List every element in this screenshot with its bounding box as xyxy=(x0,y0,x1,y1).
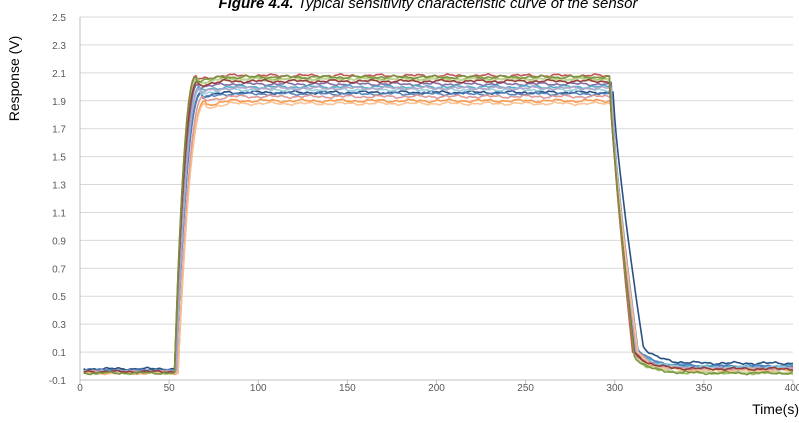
chart-title: Figure 4.4. Typical sensitivity characte… xyxy=(218,0,638,12)
y-axis-label: Response (V) xyxy=(6,36,22,122)
x-tick-label-1: 50 xyxy=(164,383,176,394)
y-tick-label-12: 2.3 xyxy=(52,41,66,52)
y-tick-label-13: 2.5 xyxy=(52,13,66,24)
x-axis-label: Time(s) xyxy=(752,401,799,417)
x-tick-label-8: 400 xyxy=(785,383,799,394)
y-tick-label-8: 1.5 xyxy=(52,153,66,164)
y-tick-label-4: 0.7 xyxy=(52,264,66,275)
x-tick-label-3: 150 xyxy=(339,383,356,394)
chart-title-text: Typical sensitivity characteristic curve… xyxy=(294,0,639,12)
y-tick-label-9: 1.7 xyxy=(52,125,66,136)
tick-labels: -0.1 0.1 0.3 0.5 0.7 0.9 1.1 1.3 1.5 1.7 1.9 2.1 2.3… xyxy=(49,13,799,394)
x-tick-label-5: 250 xyxy=(517,383,534,394)
series-lines xyxy=(83,72,794,376)
x-tick-label-0: 0 xyxy=(77,383,83,394)
series-line-14 xyxy=(83,74,794,376)
y-tick-label-11: 2.1 xyxy=(52,69,66,80)
y-tick-label-3: 0.5 xyxy=(52,292,66,303)
y-tick-label-0: -0.1 xyxy=(49,376,67,387)
series-line-7 xyxy=(83,91,794,373)
chart-title-label: Figure 4.4. xyxy=(218,0,293,12)
y-tick-label-5: 0.9 xyxy=(52,236,66,247)
y-tick-label-2: 0.3 xyxy=(52,320,66,331)
y-tick-label-7: 1.3 xyxy=(52,181,66,192)
y-tick-label-6: 1.1 xyxy=(52,208,66,219)
x-tick-label-2: 100 xyxy=(250,383,267,394)
x-tick-label-4: 200 xyxy=(428,383,445,394)
x-tick-label-7: 350 xyxy=(696,383,713,394)
series-line-11 xyxy=(83,85,794,374)
y-tick-label-10: 1.9 xyxy=(52,97,66,108)
axes xyxy=(79,17,794,384)
y-tick-label-1: 0.1 xyxy=(52,348,66,359)
x-tick-label-6: 300 xyxy=(606,383,623,394)
series-line-13 xyxy=(83,78,793,374)
